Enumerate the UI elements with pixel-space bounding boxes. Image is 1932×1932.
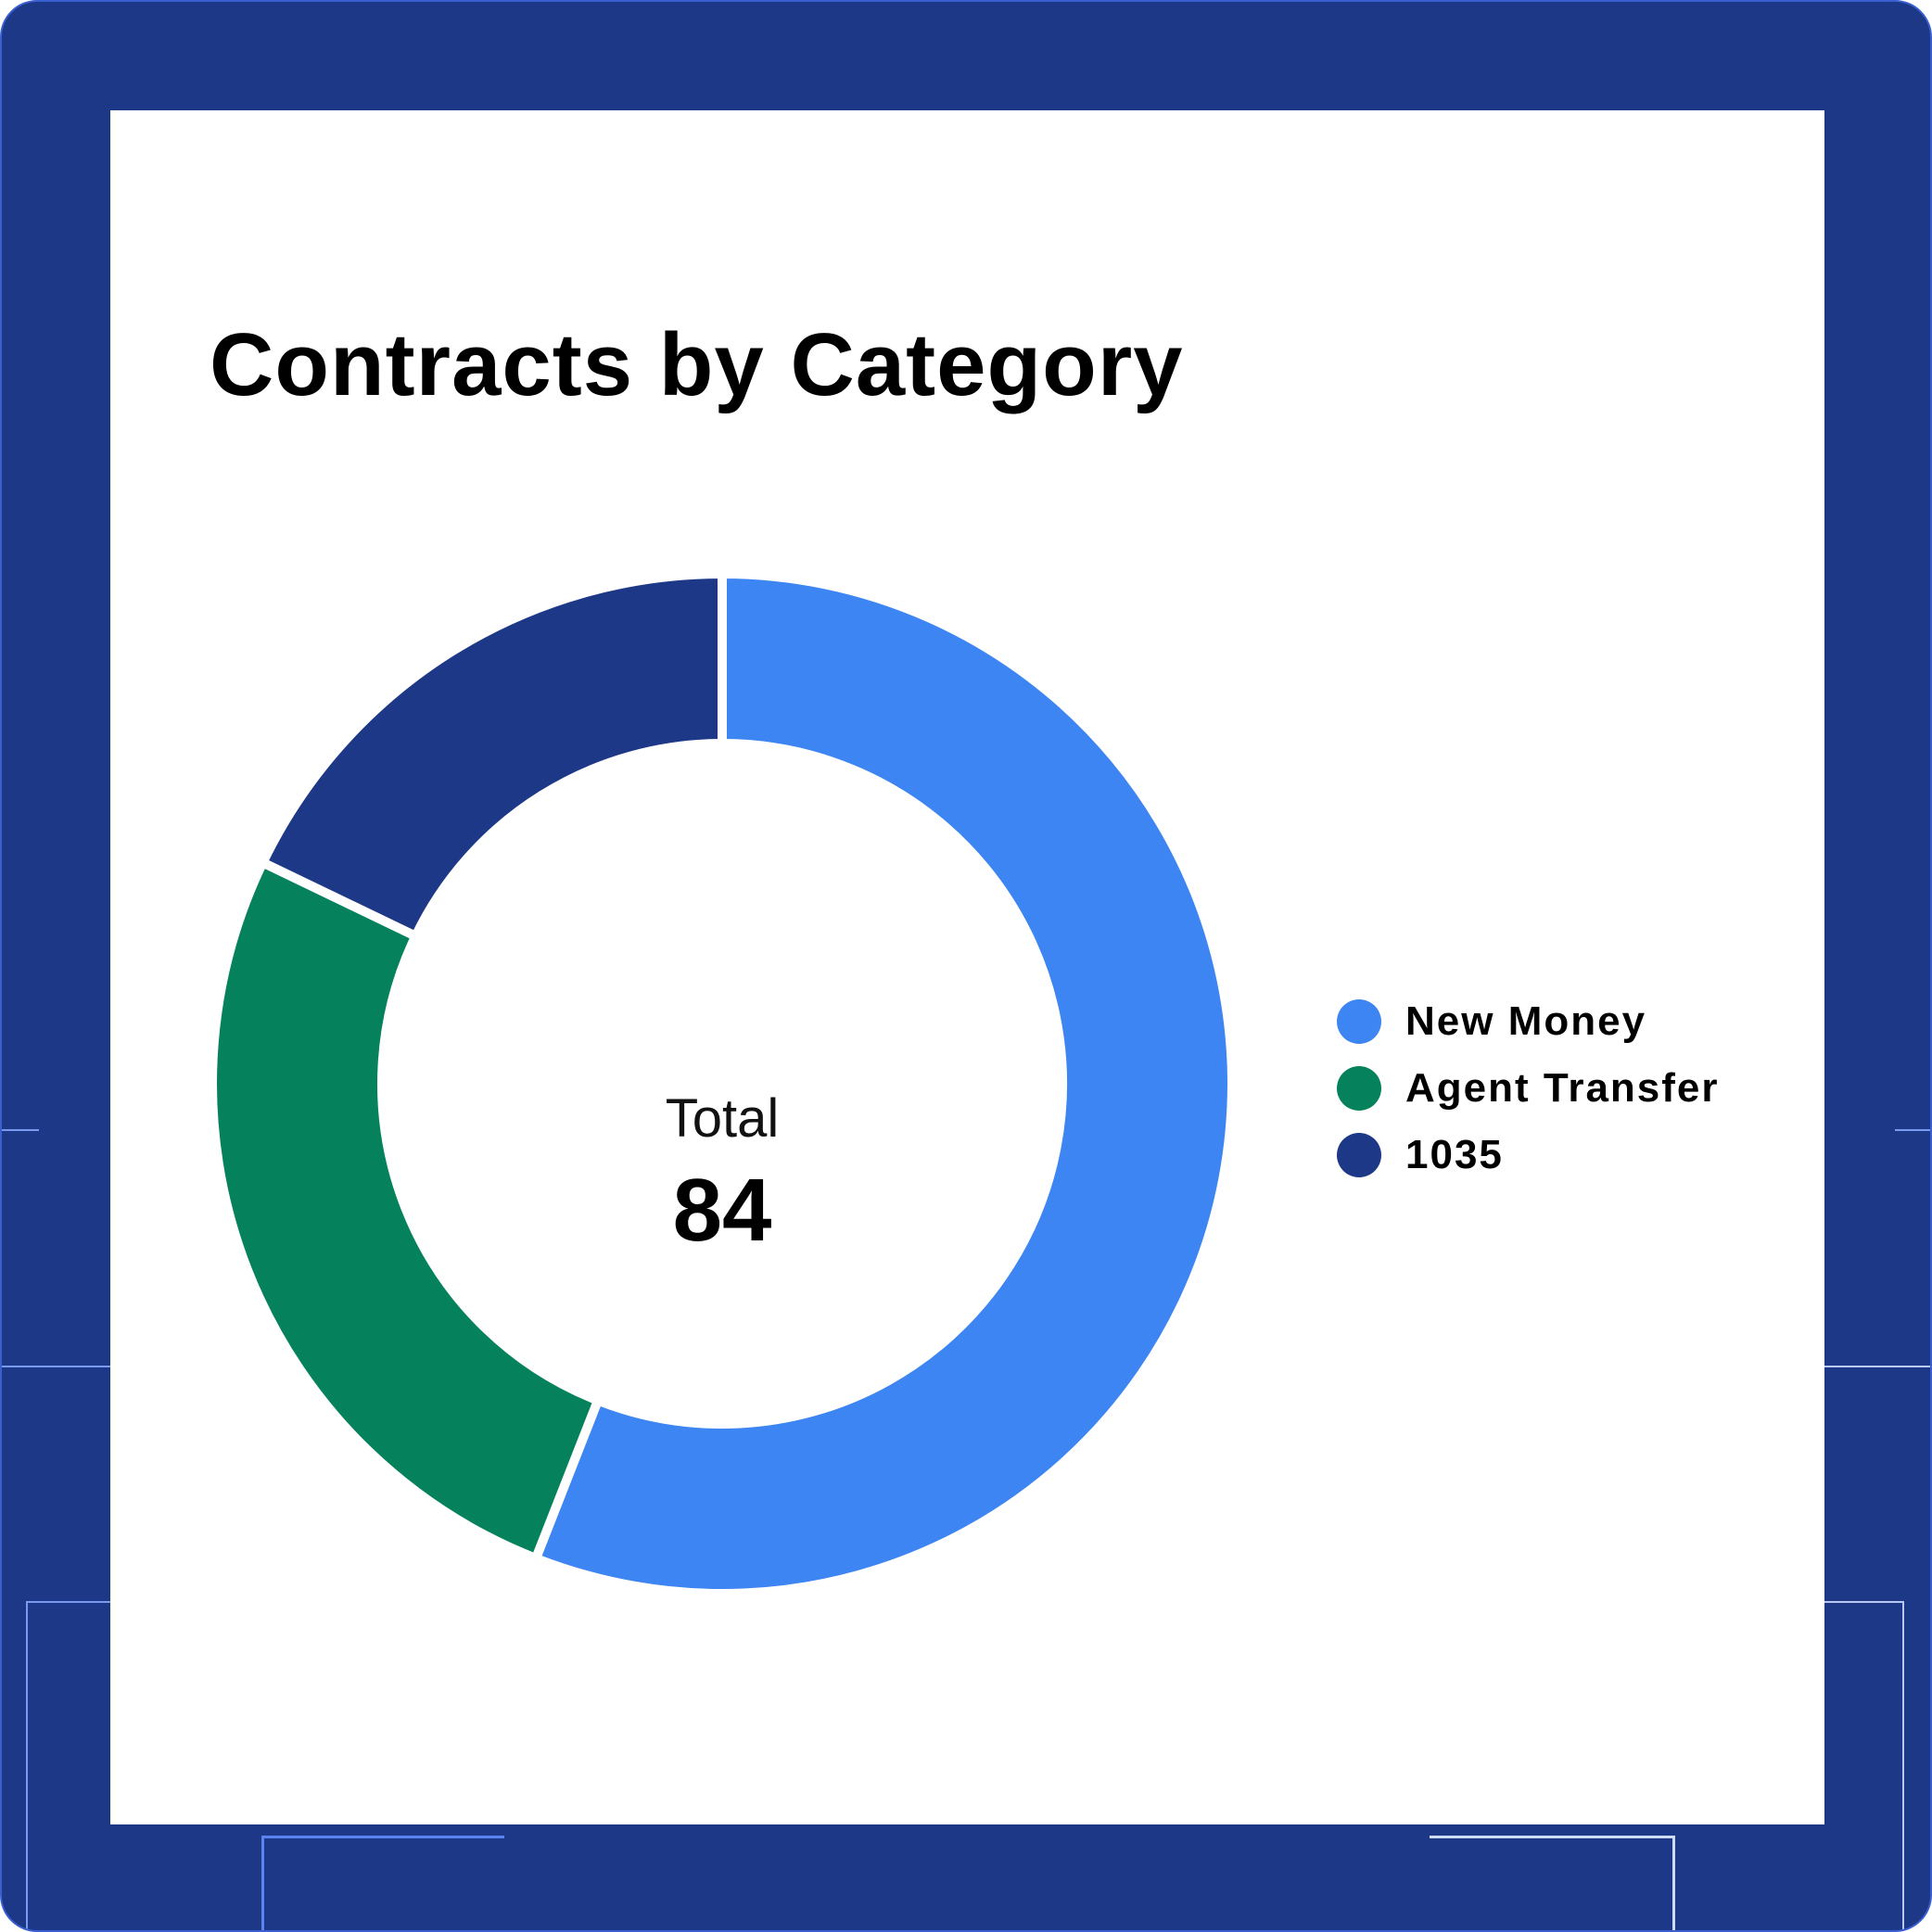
frame-line-right-mid: [1824, 1366, 1930, 1367]
donut-slice-agent-transfer[interactable]: [208, 856, 604, 1565]
frame-corner-bottom-left: [26, 1601, 110, 1930]
frame-line-right-short: [1895, 1129, 1930, 1131]
chart-title: Contracts by Category: [210, 315, 1184, 414]
legend-label: Agent Transfer: [1405, 1065, 1720, 1111]
center-label: Total: [666, 1088, 780, 1149]
donut-slice-1035[interactable]: [256, 568, 727, 943]
legend-item-agent-transfer[interactable]: Agent Transfer: [1337, 1055, 1720, 1122]
donut-chart: Total 84: [208, 568, 1237, 1598]
donut-slice-new-money[interactable]: [529, 568, 1237, 1598]
legend-swatch: [1337, 999, 1381, 1044]
frame-corner-bottom-right-inner: [1430, 1836, 1675, 1930]
center-value: 84: [673, 1161, 772, 1260]
frame-corner-bottom-right: [1824, 1601, 1904, 1930]
chart-legend: New Money Agent Transfer 1035: [1337, 988, 1720, 1188]
frame-line-left-short: [2, 1129, 39, 1131]
legend-item-new-money[interactable]: New Money: [1337, 988, 1720, 1055]
chart-card: Contracts by Category Total 84 New Money…: [110, 110, 1824, 1824]
legend-label: New Money: [1405, 998, 1647, 1044]
legend-item-1035[interactable]: 1035: [1337, 1122, 1720, 1188]
frame-line-left-mid: [2, 1366, 110, 1367]
legend-swatch: [1337, 1066, 1381, 1111]
legend-label: 1035: [1405, 1132, 1504, 1177]
frame-corner-bottom-left-inner: [261, 1836, 504, 1930]
legend-swatch: [1337, 1133, 1381, 1177]
